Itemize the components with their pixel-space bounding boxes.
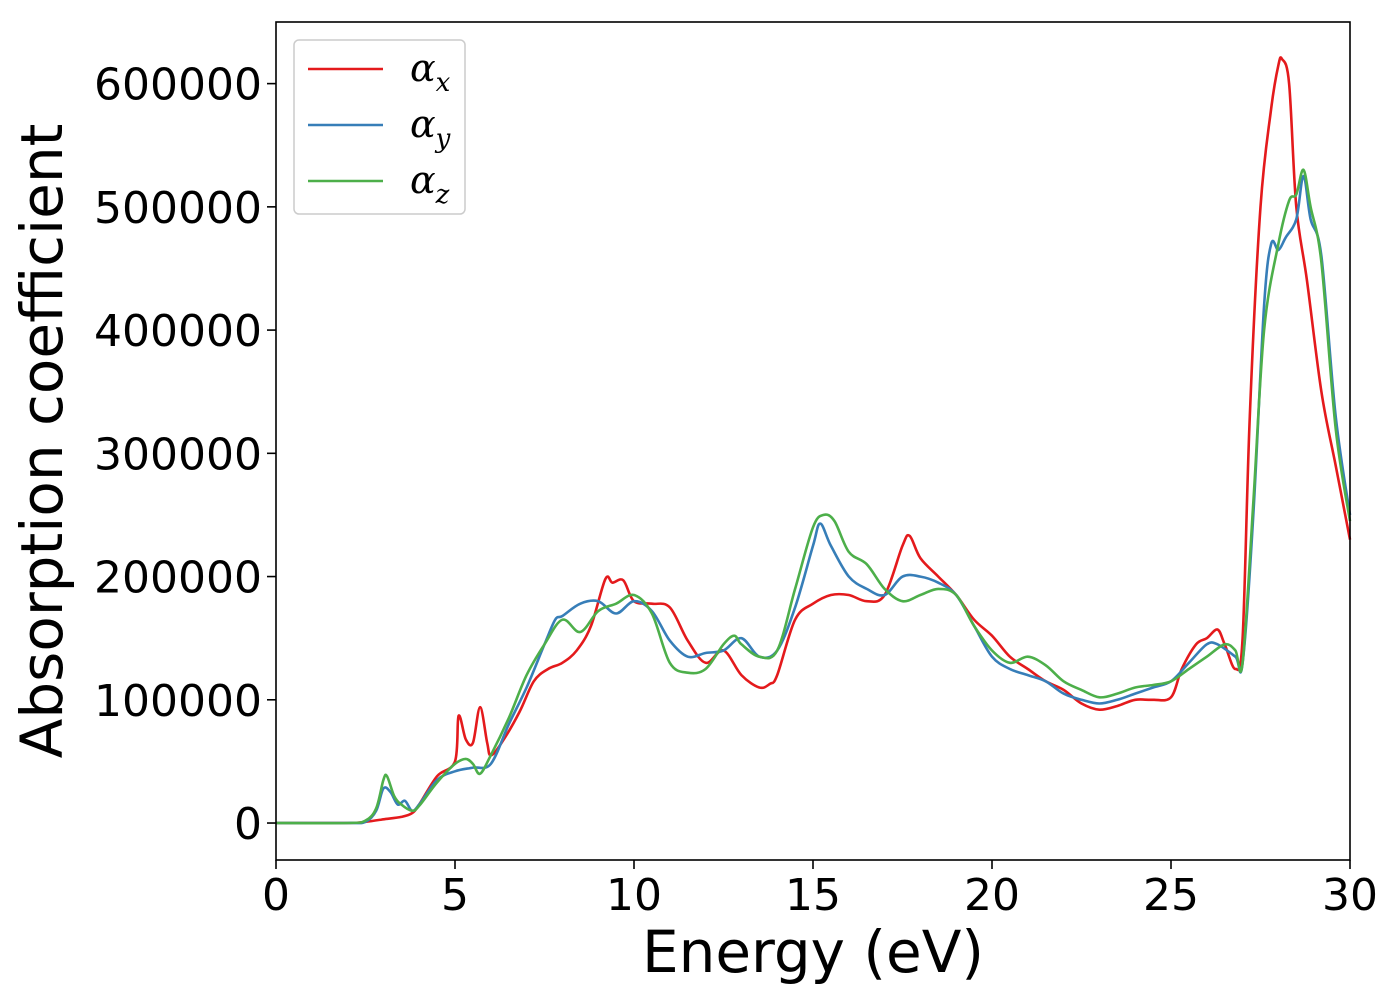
y-tick-label: 600000 [94, 60, 262, 111]
y-tick-label: 0 [234, 799, 262, 850]
series-lines [275, 56, 1352, 825]
series-line-z [275, 168, 1352, 825]
x-axis-title: Energy (eV) [642, 918, 984, 986]
y-tick-label: 300000 [94, 429, 262, 480]
y-axis-title: Absorption coefficient [8, 124, 76, 759]
y-tick-label: 400000 [94, 306, 262, 357]
x-tick-label: 5 [441, 870, 469, 921]
x-tick-label: 10 [606, 870, 662, 921]
y-tick-label: 100000 [94, 676, 262, 727]
x-tick-label: 15 [785, 870, 841, 921]
y-tick-label: 500000 [94, 183, 262, 234]
y-tick-label: 200000 [94, 553, 262, 604]
series-line-x [275, 56, 1352, 825]
x-tick-label: 25 [1143, 870, 1199, 921]
axis-ticks: 0 5 10 15 20 25 30 0 100000 200000 300000 400000 500… [94, 60, 1378, 921]
x-tick-label: 20 [964, 870, 1020, 921]
x-tick-label: 30 [1322, 870, 1378, 921]
x-tick-label: 0 [262, 870, 290, 921]
